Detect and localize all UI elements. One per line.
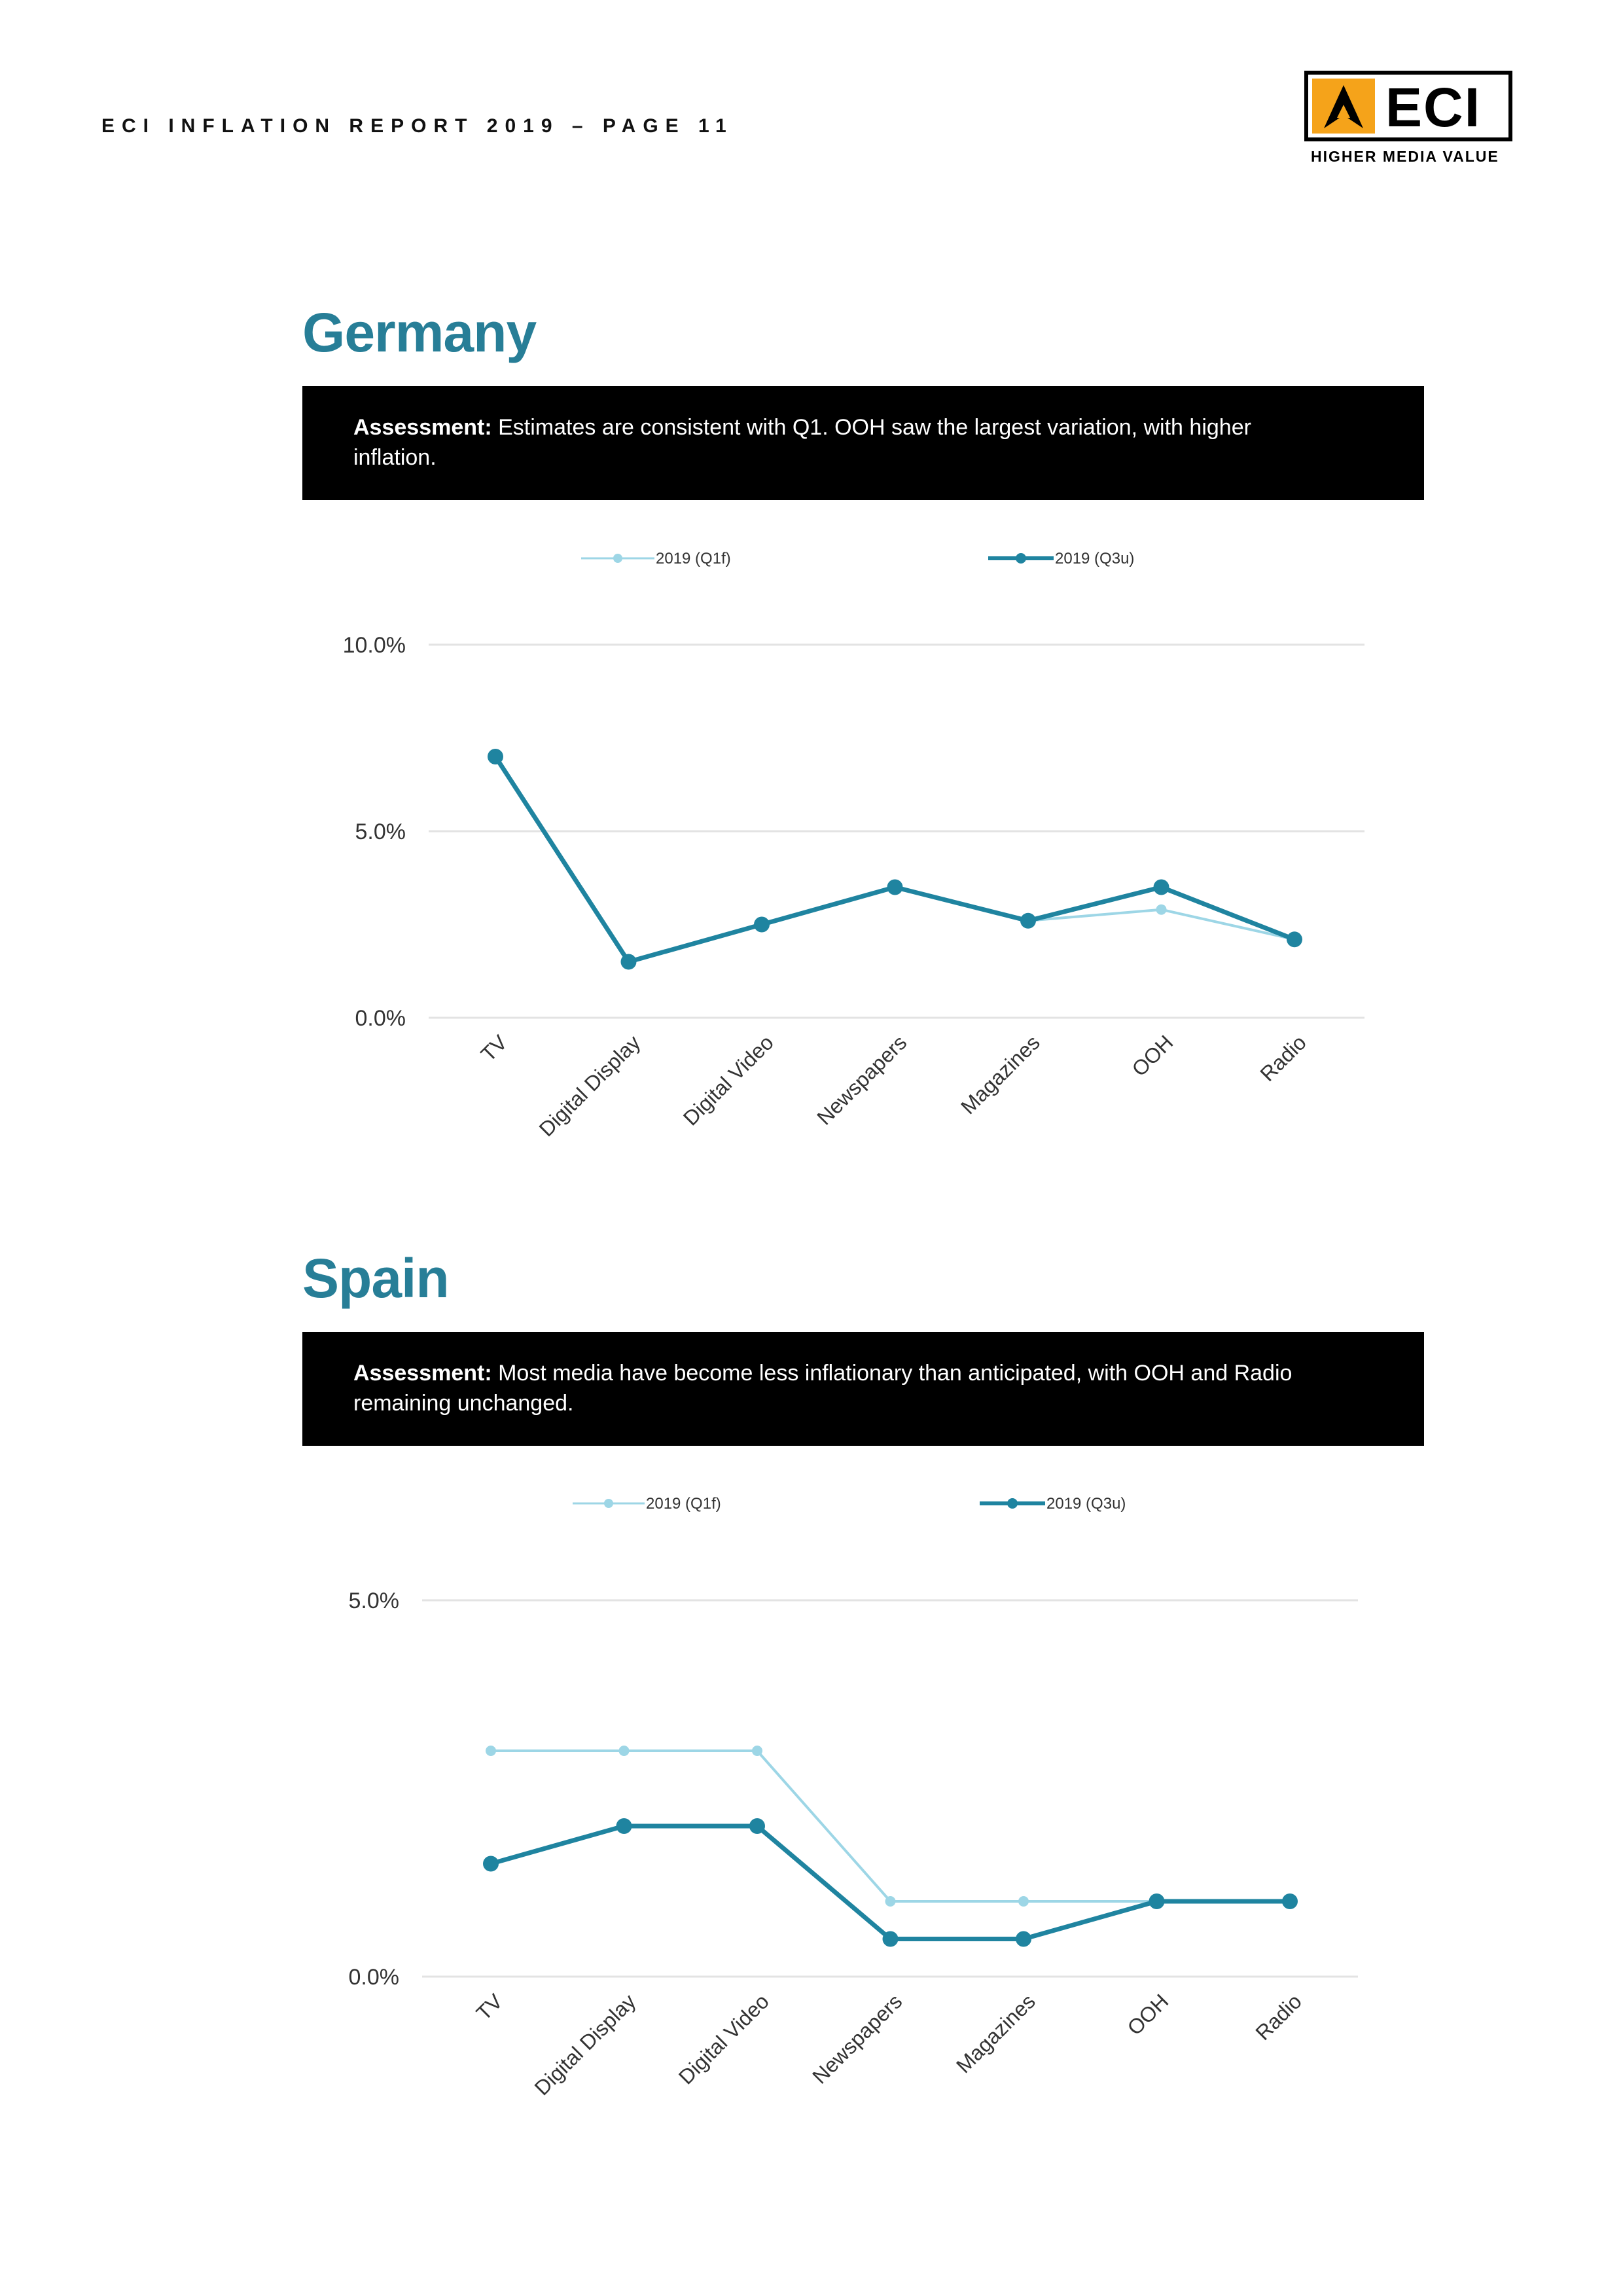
y-tick-label: 5.0% [349, 1588, 400, 1613]
assessment-label: Assessment: [353, 415, 492, 440]
assessment-box-spain: Assessment: Most media have become less … [302, 1332, 1424, 1446]
data-point [885, 1896, 896, 1907]
x-tick-label: Magazines [956, 1030, 1044, 1119]
arrow-triangle-icon [1312, 79, 1375, 134]
legend-label-0: 2019 (Q1f) [646, 1495, 721, 1513]
data-point [486, 1746, 496, 1756]
legend-label-1: 2019 (Q3u) [1055, 550, 1134, 567]
data-point [488, 749, 503, 764]
section-title-spain: Spain [302, 1247, 450, 1309]
data-point [1020, 912, 1036, 929]
logo-word: ECI [1385, 77, 1482, 138]
legend-marker-1 [1007, 1498, 1018, 1509]
eci-logo: ECI HIGHER MEDIA VALUE [1304, 71, 1514, 175]
series-line-0 [491, 1749, 1290, 1903]
legend-marker-0 [604, 1499, 613, 1508]
data-point [1153, 879, 1169, 895]
y-tick-label: 10.0% [343, 633, 406, 658]
x-tick-label: Digital Display [535, 1030, 645, 1141]
assessment-label: Assessment: [353, 1361, 492, 1386]
data-point [754, 916, 770, 933]
x-tick-label: TV [472, 1989, 508, 2025]
x-tick-label: OOH [1127, 1030, 1177, 1081]
data-point [620, 954, 637, 970]
x-tick-label: Newspapers [812, 1030, 911, 1129]
x-tick-label: TV [476, 1030, 512, 1066]
series-line-1 [490, 1823, 1290, 1941]
data-point [882, 1931, 899, 1947]
legend-marker-1 [1016, 553, 1026, 564]
series-line-1 [493, 755, 1296, 964]
data-point [483, 1856, 499, 1872]
line-chart-germany: 2019 (Q1f) 2019 (Q3u) 0.0% 5.0% 10.0% TV Digit… [343, 550, 1364, 1141]
data-point [616, 1818, 632, 1834]
x-tick-label: Digital Display [530, 1989, 641, 2100]
assessment-text: Estimates are consistent with Q1. OOH sa… [353, 415, 1251, 470]
data-point [887, 879, 903, 895]
data-point [1018, 1896, 1029, 1907]
x-tick-label: Radio [1251, 1989, 1306, 2045]
data-point [618, 1746, 630, 1756]
assessment-text: Most media have become less inflationary… [353, 1361, 1293, 1416]
x-tick-label: Newspapers [808, 1989, 906, 2088]
x-tick-label: OOH [1122, 1989, 1173, 2039]
x-tick-label: Digital Video [674, 1989, 774, 2089]
data-point [749, 1818, 765, 1834]
line-chart-spain: 2019 (Q1f) 2019 (Q3u) 0.0% 5.0% TV Digital Di… [349, 1495, 1358, 2100]
section-title-germany: Germany [302, 302, 537, 363]
y-tick-label: 5.0% [355, 819, 406, 844]
data-point [1149, 1893, 1165, 1909]
legend-label-0: 2019 (Q1f) [656, 550, 731, 567]
x-tick-label: Digital Video [679, 1030, 778, 1130]
logo-tagline: HIGHER MEDIA VALUE [1311, 148, 1499, 165]
legend-label-1: 2019 (Q3u) [1046, 1495, 1126, 1513]
y-tick-label: 0.0% [349, 1965, 400, 1990]
x-tick-label: Radio [1255, 1030, 1311, 1086]
logo-frame: ECI [1304, 71, 1512, 141]
data-point [752, 1746, 762, 1756]
data-point [1156, 904, 1167, 915]
data-point [1287, 931, 1302, 948]
report-header: ECI INFLATION REPORT 2019 – PAGE 11 [101, 115, 734, 137]
y-tick-label: 0.0% [355, 1006, 406, 1031]
assessment-box-germany: Assessment: Estimates are consistent wit… [302, 386, 1424, 500]
x-tick-label: Magazines [952, 1989, 1040, 2077]
data-point [1282, 1893, 1298, 1909]
legend-marker-0 [613, 554, 622, 563]
data-point [1016, 1931, 1031, 1947]
series-line-0 [494, 755, 1295, 963]
